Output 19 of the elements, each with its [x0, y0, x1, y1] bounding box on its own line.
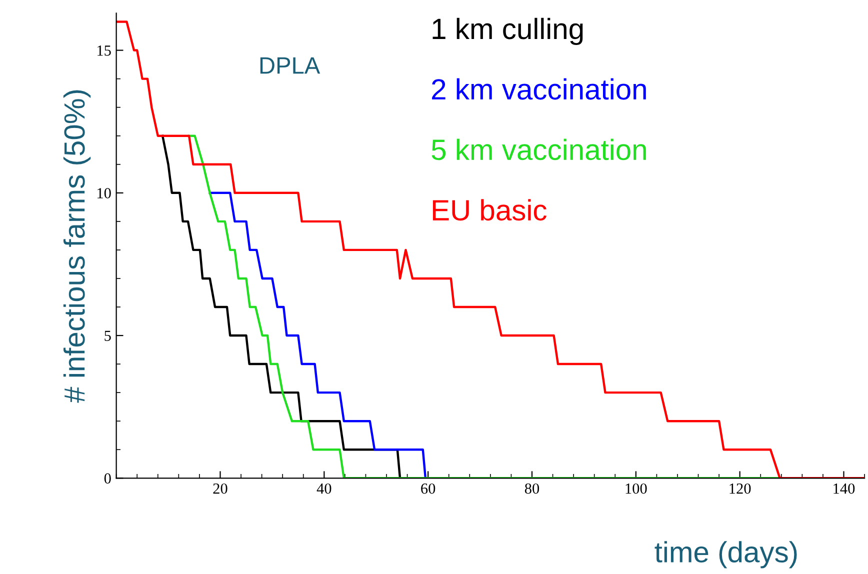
x-tick-label: 100 — [626, 483, 647, 494]
y-tick-label: 0 — [104, 473, 111, 484]
x-tick-label: 60 — [421, 483, 436, 494]
x-axis-title: time (days) — [654, 541, 797, 568]
line-series — [208, 192, 427, 478]
x-tick-label: 40 — [316, 483, 332, 494]
x-tick-label: 20 — [213, 483, 228, 494]
y-tick-label: 15 — [98, 46, 111, 56]
annotation: DPLA — [260, 57, 320, 74]
x-tick-label: 80 — [524, 483, 540, 494]
y-tick-label: 5 — [104, 330, 111, 341]
text: 5 km vaccination — [432, 138, 646, 160]
x-tick-label: 120 — [730, 483, 751, 494]
series-label: EU basic — [432, 199, 546, 221]
text: 2 km vaccination — [432, 78, 646, 100]
text: 1 km culling — [432, 18, 583, 46]
y-tick-label: 10 — [98, 188, 111, 198]
y-axis-title: # infectious farms (50%) — [63, 90, 91, 403]
x-tick-label: 140 — [834, 483, 855, 494]
